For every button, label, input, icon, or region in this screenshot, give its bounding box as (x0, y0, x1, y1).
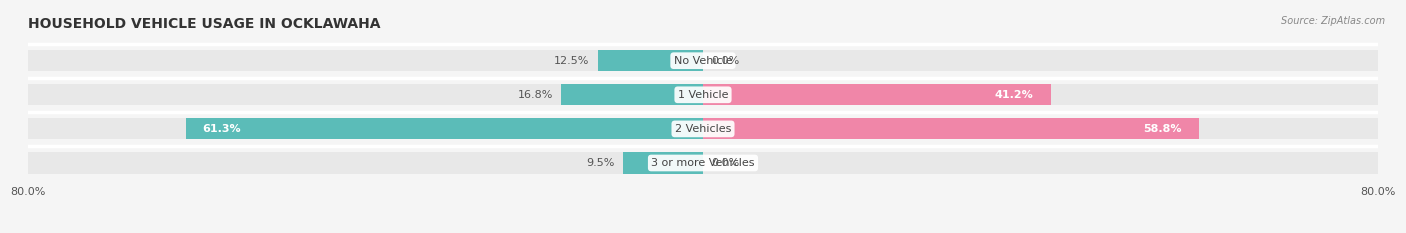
Text: 58.8%: 58.8% (1143, 124, 1182, 134)
Text: 3 or more Vehicles: 3 or more Vehicles (651, 158, 755, 168)
Text: No Vehicle: No Vehicle (673, 56, 733, 66)
Bar (561, 84, 703, 105)
Text: HOUSEHOLD VEHICLE USAGE IN OCKLAWAHA: HOUSEHOLD VEHICLE USAGE IN OCKLAWAHA (28, 17, 381, 31)
Bar (598, 50, 703, 71)
Bar (28, 118, 1378, 140)
Text: 0.0%: 0.0% (711, 56, 740, 66)
Text: 0.0%: 0.0% (711, 158, 740, 168)
Text: Source: ZipAtlas.com: Source: ZipAtlas.com (1281, 16, 1385, 26)
Text: 61.3%: 61.3% (202, 124, 242, 134)
Text: 41.2%: 41.2% (995, 90, 1033, 100)
Text: 1 Vehicle: 1 Vehicle (678, 90, 728, 100)
Bar (28, 50, 1378, 71)
Bar (28, 84, 1378, 105)
Text: 12.5%: 12.5% (554, 56, 589, 66)
Text: 16.8%: 16.8% (517, 90, 553, 100)
Bar (28, 152, 1378, 174)
Bar (703, 118, 1199, 140)
Bar (186, 118, 703, 140)
Text: 9.5%: 9.5% (586, 158, 614, 168)
Bar (623, 152, 703, 174)
Text: 2 Vehicles: 2 Vehicles (675, 124, 731, 134)
Bar (703, 84, 1050, 105)
